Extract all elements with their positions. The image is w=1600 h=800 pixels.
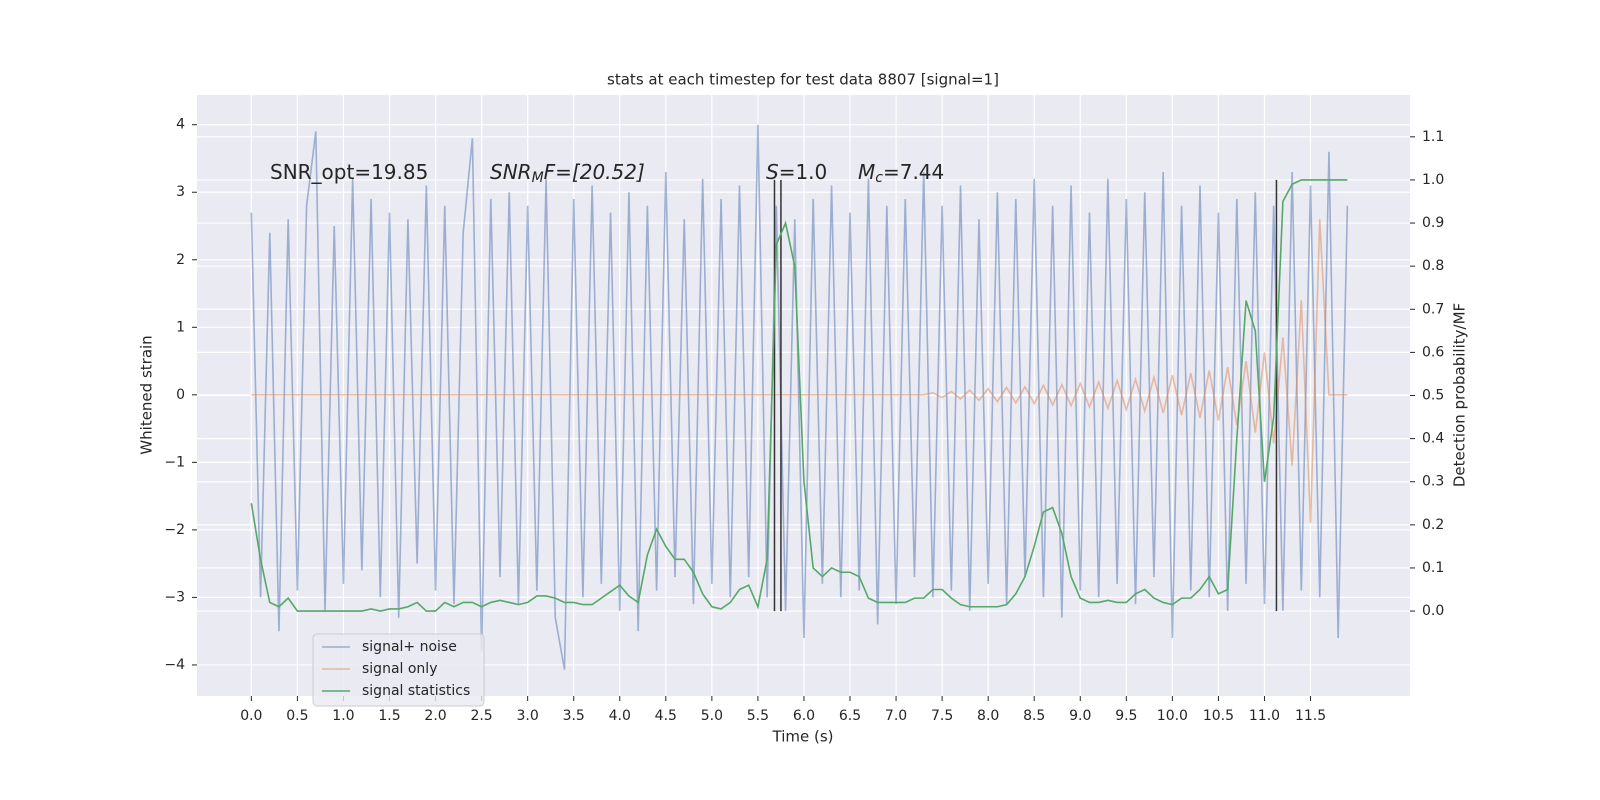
x-axis-label: Time (s): [772, 728, 834, 746]
chart-title: stats at each timestep for test data 880…: [607, 71, 999, 89]
series-line: [251, 219, 1348, 524]
y2-tick-label: 0.6: [1422, 344, 1444, 360]
y2-tick-label: 0.1: [1422, 560, 1444, 576]
y2-tick-label: 0.4: [1422, 431, 1444, 447]
annotation-rest: =1.0: [779, 160, 828, 184]
x-tick-label: 3.5: [563, 708, 585, 724]
x-tick-label: 7.5: [931, 708, 953, 724]
x-tick-label: 10.0: [1157, 708, 1188, 724]
series-line: [250, 179, 1348, 612]
y-tick-label: 1: [176, 319, 185, 335]
x-tick-label: 11.0: [1249, 708, 1280, 724]
y2-tick-label: 0.2: [1422, 517, 1444, 533]
annotation-rest: F=[20.52]: [544, 160, 645, 184]
annotation-main: SNR: [490, 160, 532, 184]
series-line: [250, 124, 1349, 670]
x-tick-label: 9.0: [1069, 708, 1091, 724]
y2-tick-label: 0.8: [1422, 258, 1444, 274]
y-tick-label: −3: [164, 589, 185, 605]
y2-tick-label: 1.0: [1422, 172, 1444, 188]
y-tick-label: 3: [176, 184, 185, 200]
x-tick-label: 2.0: [424, 708, 446, 724]
y-axis-label: Whitened strain: [138, 335, 156, 454]
labels: 0.0 0.5 1.0 1.5 2.0 2.5 3.0 3.5 4.0 4.5 5.0 5.5 6.0 6…: [164, 117, 1444, 724]
annotation-sub: M: [532, 170, 544, 186]
x-tick-label: 6.5: [839, 708, 861, 724]
x-tick-label: 1.5: [378, 708, 400, 724]
annotation: SNR_opt=19.85: [270, 160, 428, 184]
x-tick-label: 8.5: [1023, 708, 1045, 724]
x-tick-label: 5.0: [701, 708, 723, 724]
annotation: S=1.0: [766, 160, 827, 184]
x-tick-label: 5.5: [747, 708, 769, 724]
y-tick-label: −4: [164, 657, 185, 673]
x-tick-label: 9.5: [1115, 708, 1137, 724]
annotation-rest: =7.44: [883, 160, 944, 184]
x-tick-label: 11.5: [1295, 708, 1326, 724]
x-tick-label: 1.0: [332, 708, 354, 724]
legend: signal+ noise signal only signal statistic…: [312, 633, 485, 707]
y-tick-label: −1: [164, 454, 185, 470]
x-tick-label: 7.0: [885, 708, 907, 724]
y2-tick-label: 0.0: [1422, 603, 1444, 619]
marks: [250, 124, 1349, 670]
y2-tick-label: 0.5: [1422, 388, 1444, 404]
x-tick-label: 3.0: [517, 708, 539, 724]
annotation-main: S: [766, 160, 779, 184]
legend-box: [312, 633, 485, 707]
x-tick-label: 0.5: [286, 708, 308, 724]
y2-tick-label: 0.3: [1422, 474, 1444, 490]
y-tick-label: 0: [176, 387, 185, 403]
x-tick-label: 4.0: [609, 708, 631, 724]
x-tick-label: 8.0: [977, 708, 999, 724]
x-tick-label: 2.5: [470, 708, 492, 724]
annotation: Mc=7.44: [858, 160, 944, 187]
annotation-main: M: [858, 160, 875, 184]
y2-axis-label: Detection probability/MF: [1451, 303, 1469, 487]
x-tick-label: 10.5: [1203, 708, 1234, 724]
x-tick-label: 0.0: [240, 708, 262, 724]
legend-label: signal statistics: [362, 683, 470, 699]
y-tick-label: −2: [164, 522, 185, 538]
annotation-sub: c: [875, 170, 883, 186]
legend-label: signal+ noise: [362, 639, 457, 655]
y2-tick-label: 0.7: [1422, 301, 1444, 317]
y-tick-label: 4: [176, 117, 185, 133]
x-tick-label: 4.5: [655, 708, 677, 724]
x-tick-label: 6.0: [793, 708, 815, 724]
y-tick-label: 2: [176, 252, 185, 268]
annotation-main: SNR_opt=19.85: [270, 160, 428, 184]
y2-tick-label: 0.9: [1422, 215, 1444, 231]
annotation: SNRMF=[20.52]: [490, 160, 645, 187]
y2-tick-label: 1.1: [1422, 129, 1444, 145]
legend-label: signal only: [362, 661, 437, 677]
